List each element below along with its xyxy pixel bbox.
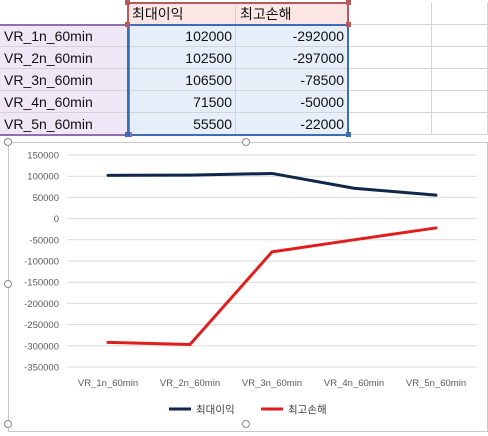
legend-label: 최대이익 bbox=[196, 404, 235, 416]
row-label[interactable]: VR_1n_60min bbox=[0, 25, 128, 47]
empty-cell[interactable] bbox=[348, 3, 432, 25]
chart-resize-handle[interactable] bbox=[242, 138, 250, 146]
empty-cell[interactable] bbox=[432, 113, 488, 135]
empty-cell[interactable] bbox=[348, 47, 432, 69]
cell-max-loss[interactable]: -22000 bbox=[236, 113, 348, 135]
empty-cell[interactable] bbox=[432, 91, 488, 113]
x-tick-label: VR_5n_60min bbox=[406, 378, 466, 389]
y-tick-label: -300000 bbox=[24, 341, 59, 352]
chart-resize-handle[interactable] bbox=[242, 420, 250, 428]
range-handle[interactable] bbox=[125, 132, 130, 137]
y-tick-label: -350000 bbox=[24, 363, 59, 374]
legend-label: 최고손해 bbox=[288, 403, 327, 416]
cell-max-loss[interactable]: -78500 bbox=[236, 69, 348, 91]
cell-max-profit[interactable]: 106500 bbox=[128, 69, 236, 91]
row-label[interactable]: VR_3n_60min bbox=[0, 69, 128, 91]
empty-cell[interactable] bbox=[432, 25, 488, 47]
empty-cell[interactable] bbox=[432, 47, 488, 69]
cell-max-profit[interactable]: 55500 bbox=[128, 113, 236, 135]
empty-cell[interactable] bbox=[348, 25, 432, 47]
header-max-loss[interactable]: 최고손해 bbox=[236, 3, 348, 25]
x-tick-label: VR_1n_60min bbox=[78, 378, 138, 389]
y-tick-label: -200000 bbox=[24, 299, 59, 310]
x-tick-label: VR_3n_60min bbox=[242, 378, 302, 389]
y-tick-label: 100000 bbox=[27, 172, 59, 183]
row-label[interactable]: VR_5n_60min bbox=[0, 113, 128, 135]
empty-cell[interactable] bbox=[432, 3, 488, 25]
series-line-2 bbox=[106, 226, 438, 347]
range-handle[interactable] bbox=[346, 22, 351, 27]
chart-resize-handle[interactable] bbox=[4, 138, 12, 146]
row-label[interactable]: VR_2n_60min bbox=[0, 47, 128, 69]
range-handle[interactable] bbox=[125, 0, 130, 5]
range-handle[interactable] bbox=[346, 0, 351, 5]
row-label[interactable]: VR_4n_60min bbox=[0, 91, 128, 113]
cell-max-profit[interactable]: 102500 bbox=[128, 47, 236, 69]
x-tick-label: VR_4n_60min bbox=[324, 378, 384, 389]
chart-resize-handle[interactable] bbox=[4, 420, 12, 428]
y-tick-label: -250000 bbox=[24, 320, 59, 331]
y-tick-label: 50000 bbox=[33, 193, 59, 204]
range-handle[interactable] bbox=[125, 22, 130, 27]
series-line-1 bbox=[106, 171, 438, 197]
y-tick-label: -150000 bbox=[24, 278, 59, 289]
line-chart[interactable]: 150000 100000 50000 0 -50000 -100000 -150000 -2… bbox=[8, 142, 488, 432]
cell-max-profit[interactable]: 102000 bbox=[128, 25, 236, 47]
header-max-profit[interactable]: 최대이익 bbox=[128, 3, 236, 25]
empty-cell[interactable] bbox=[432, 69, 488, 91]
x-tick-label: VR_2n_60min bbox=[160, 378, 220, 389]
empty-cell[interactable] bbox=[348, 69, 432, 91]
chart-plot: 150000 100000 50000 0 -50000 -100000 -150000 -2… bbox=[24, 151, 477, 416]
y-tick-label: 150000 bbox=[27, 151, 59, 162]
y-tick-label: -100000 bbox=[24, 257, 59, 268]
chart-resize-handle[interactable] bbox=[4, 280, 12, 288]
cell-max-loss[interactable]: -50000 bbox=[236, 91, 348, 113]
empty-cell[interactable] bbox=[348, 113, 432, 135]
y-tick-label: 0 bbox=[54, 214, 59, 225]
cell-max-loss[interactable]: -292000 bbox=[236, 25, 348, 47]
y-tick-label: -50000 bbox=[29, 235, 59, 246]
cell-max-profit[interactable]: 71500 bbox=[128, 91, 236, 113]
corner-cell[interactable] bbox=[0, 3, 128, 25]
spreadsheet-range: 최대이익 최고손해 VR_1n_60min 102000 -292000 VR_… bbox=[0, 0, 488, 140]
empty-cell[interactable] bbox=[348, 91, 432, 113]
cell-max-loss[interactable]: -297000 bbox=[236, 47, 348, 69]
range-handle[interactable] bbox=[346, 132, 351, 137]
